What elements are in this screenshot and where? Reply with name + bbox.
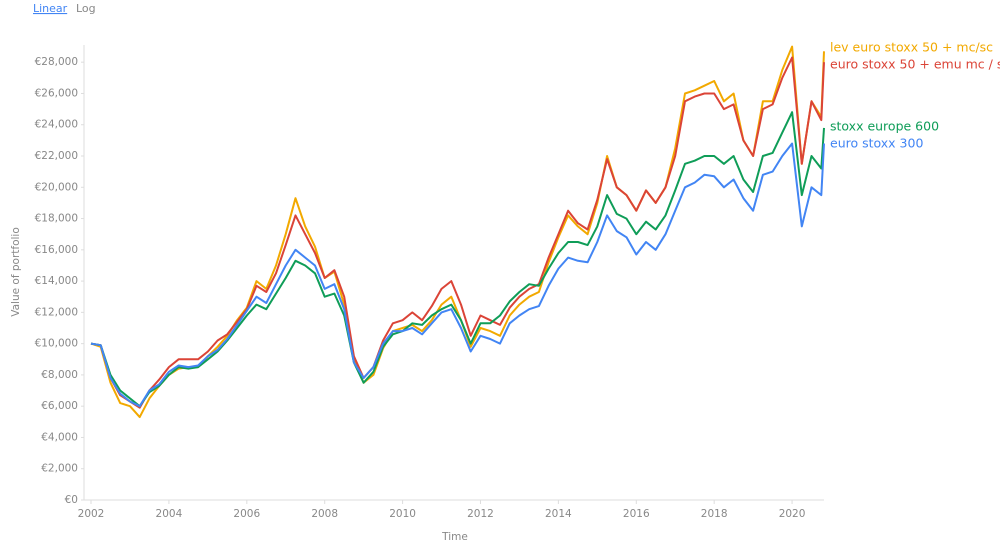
y-tick-label: €8,000 — [41, 369, 78, 381]
y-tick-label: €20,000 — [35, 181, 78, 193]
series-line — [90, 111, 825, 408]
y-tick-label: €10,000 — [35, 338, 78, 350]
y-tick-label: €22,000 — [35, 150, 78, 162]
series-line — [90, 142, 825, 408]
y-tick-label: €18,000 — [35, 213, 78, 225]
series-label: euro stoxx 300 — [830, 136, 923, 151]
x-tick-label: 2012 — [467, 508, 494, 520]
x-tick-label: 2014 — [545, 508, 572, 520]
y-tick-label: €16,000 — [35, 244, 78, 256]
x-tick-label: 2004 — [156, 508, 183, 520]
log-toggle[interactable]: Log — [76, 2, 96, 15]
y-tick-label: €14,000 — [35, 275, 78, 287]
x-tick-label: 2010 — [389, 508, 416, 520]
y-tick-label: €4,000 — [41, 431, 78, 443]
series-line — [90, 56, 825, 409]
x-tick-label: 2018 — [701, 508, 728, 520]
y-tick-label: €12,000 — [35, 306, 78, 318]
series-label: stoxx europe 600 — [830, 119, 939, 134]
linear-toggle[interactable]: Linear — [33, 2, 68, 15]
x-axis-title: Time — [441, 531, 468, 543]
y-tick-label: €24,000 — [35, 119, 78, 131]
x-tick-label: 2002 — [78, 508, 105, 520]
x-tick-label: 2020 — [779, 508, 806, 520]
y-tick-label: €2,000 — [41, 463, 78, 475]
y-axis-title: Value of portfolio — [10, 227, 22, 317]
y-tick-label: €28,000 — [35, 56, 78, 68]
series-label: euro stoxx 50 + emu mc / sc — [830, 57, 1000, 72]
x-tick-label: 2016 — [623, 508, 650, 520]
series-label: lev euro stoxx 50 + mc/sc — [830, 40, 993, 55]
y-tick-label: €26,000 — [35, 87, 78, 99]
x-tick-label: 2008 — [311, 508, 338, 520]
x-tick-label: 2006 — [233, 508, 260, 520]
y-tick-label: €6,000 — [41, 400, 78, 412]
y-tick-label: €0 — [65, 494, 78, 506]
